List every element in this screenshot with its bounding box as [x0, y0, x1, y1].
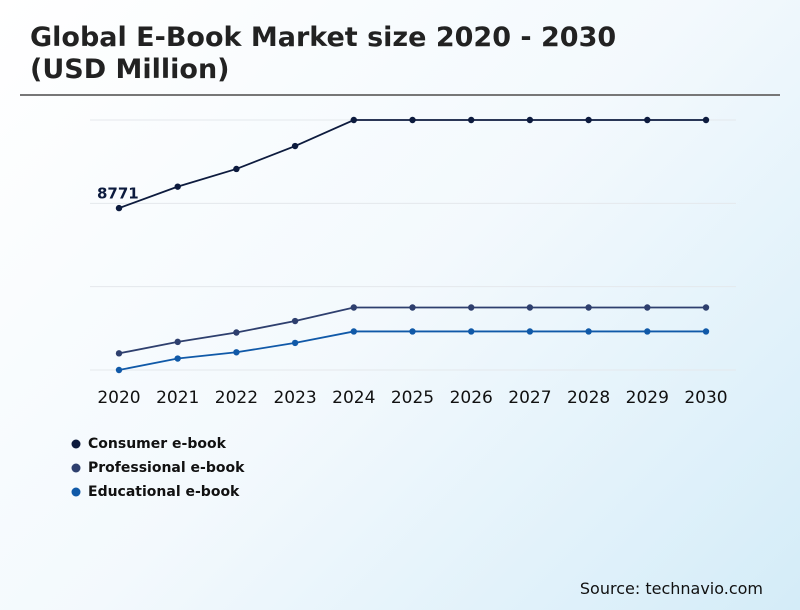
series-line — [118, 119, 706, 209]
x-tick-label: 2022 — [215, 388, 258, 408]
point — [291, 317, 299, 325]
point — [409, 116, 416, 124]
point — [644, 116, 651, 124]
point — [585, 328, 592, 335]
separator — [20, 94, 780, 96]
x-tick-label: 2021 — [156, 388, 199, 408]
point — [350, 304, 357, 311]
point — [409, 328, 416, 335]
point — [468, 304, 475, 311]
point — [350, 116, 357, 124]
legend-marker — [71, 463, 81, 473]
x-tick-label: 2023 — [273, 388, 316, 408]
point — [174, 183, 181, 190]
point — [702, 304, 710, 311]
x-tick-label: 2024 — [332, 388, 375, 408]
point — [526, 304, 534, 311]
x-tick-label: 2020 — [97, 388, 140, 408]
x-tick-label: 2025 — [391, 388, 434, 408]
point — [291, 339, 299, 347]
chart-title: Global E-Book Market size 2020 - 2030 (U… — [30, 22, 617, 85]
point — [526, 328, 534, 335]
point — [468, 116, 475, 124]
point — [233, 349, 240, 356]
data-label: 8771 — [97, 185, 139, 203]
x-tick-label: 2028 — [567, 388, 610, 408]
point — [644, 304, 651, 311]
legend-marker — [71, 439, 81, 449]
point — [291, 142, 299, 150]
point — [702, 328, 710, 335]
point — [174, 338, 181, 346]
point — [644, 328, 651, 335]
point — [174, 355, 181, 362]
point — [233, 329, 240, 336]
legend-label: Professional e-book — [88, 460, 245, 476]
point — [526, 116, 534, 124]
legend-label: Educational e-book — [88, 484, 240, 500]
point — [115, 350, 123, 357]
point — [585, 116, 592, 124]
x-tick-label: 2029 — [626, 388, 669, 408]
source: Source: technavio.com — [579, 579, 763, 598]
x-tick-label: 2030 — [684, 388, 727, 408]
legend-marker — [71, 487, 81, 497]
point — [233, 165, 240, 173]
point — [585, 304, 592, 311]
point — [115, 366, 123, 374]
point — [468, 328, 475, 335]
point — [702, 116, 710, 124]
point — [409, 304, 416, 311]
x-tick-label: 2027 — [508, 388, 551, 408]
legend-label: Consumer e-book — [88, 436, 227, 452]
x-tick-label: 2026 — [450, 388, 493, 408]
point — [115, 204, 123, 212]
point — [350, 328, 357, 335]
